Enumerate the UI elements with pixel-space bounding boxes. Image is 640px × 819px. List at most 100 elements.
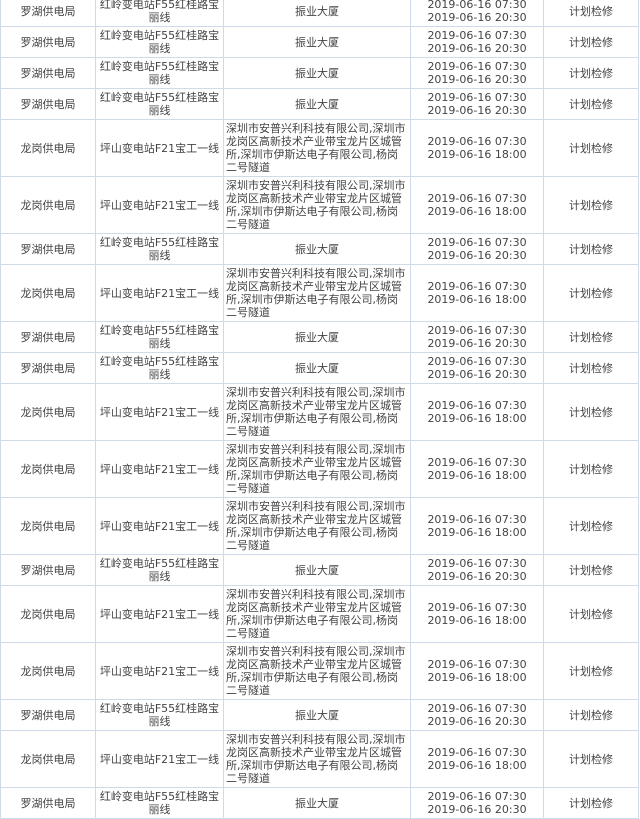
table-row: 罗湖供电局 红岭变电站F55红桂路宝丽线 振业大厦 2019-06-16 07:30 2… xyxy=(0,352,639,384)
bureau-cell: 罗湖供电局 xyxy=(0,26,96,58)
area-cell: 深圳市安普兴利科技有限公司,深圳市龙岗区高新技术产业带宝龙片区城管所,深圳市伊斯… xyxy=(223,642,411,700)
start-time: 2019-06-16 07:30 xyxy=(427,324,527,337)
table-row: 龙岗供电局 坪山变电站F21宝工一线 深圳市安普兴利科技有限公司,深圳市龙岗区高新技… xyxy=(0,497,639,555)
table-row: 龙岗供电局 坪山变电站F21宝工一线 深圳市安普兴利科技有限公司,深圳市龙岗区高新技… xyxy=(0,264,639,322)
time-cell: 2019-06-16 07:30 2019-06-16 20:30 xyxy=(410,787,544,819)
type-cell: 计划检修 xyxy=(543,787,639,819)
type-cell: 计划检修 xyxy=(543,585,639,643)
table-row: 罗湖供电局 红岭变电站F55红桂路宝丽线 振业大厦 2019-06-16 07:30 2… xyxy=(0,233,639,265)
type-cell: 计划检修 xyxy=(543,176,639,234)
end-time: 2019-06-16 20:30 xyxy=(427,337,527,350)
time-cell: 2019-06-16 07:30 2019-06-16 18:00 xyxy=(410,585,544,643)
bureau-cell: 罗湖供电局 xyxy=(0,0,96,27)
bureau-cell: 罗湖供电局 xyxy=(0,233,96,265)
type-cell: 计划检修 xyxy=(543,88,639,120)
start-time: 2019-06-16 07:30 xyxy=(427,790,527,803)
table-row: 罗湖供电局 红岭变电站F55红桂路宝丽线 振业大厦 2019-06-16 07:30 2… xyxy=(0,787,639,819)
area-cell: 深圳市安普兴利科技有限公司,深圳市龙岗区高新技术产业带宝龙片区城管所,深圳市伊斯… xyxy=(223,497,411,555)
line-cell: 红岭变电站F55红桂路宝丽线 xyxy=(95,554,224,586)
bureau-cell: 罗湖供电局 xyxy=(0,88,96,120)
type-cell: 计划检修 xyxy=(543,352,639,384)
bureau-cell: 龙岗供电局 xyxy=(0,440,96,498)
type-cell: 计划检修 xyxy=(543,57,639,89)
time-cell: 2019-06-16 07:30 2019-06-16 20:30 xyxy=(410,321,544,353)
line-cell: 坪山变电站F21宝工一线 xyxy=(95,440,224,498)
type-cell: 计划检修 xyxy=(543,26,639,58)
end-time: 2019-06-16 20:30 xyxy=(427,715,527,728)
end-time: 2019-06-16 18:00 xyxy=(427,526,527,539)
end-time: 2019-06-16 18:00 xyxy=(427,148,527,161)
bureau-cell: 罗湖供电局 xyxy=(0,554,96,586)
area-cell: 深圳市安普兴利科技有限公司,深圳市龙岗区高新技术产业带宝龙片区城管所,深圳市伊斯… xyxy=(223,264,411,322)
area-cell: 深圳市安普兴利科技有限公司,深圳市龙岗区高新技术产业带宝龙片区城管所,深圳市伊斯… xyxy=(223,119,411,177)
time-cell: 2019-06-16 07:30 2019-06-16 18:00 xyxy=(410,383,544,441)
table-row: 罗湖供电局 红岭变电站F55红桂路宝丽线 振业大厦 2019-06-16 07:30 2… xyxy=(0,699,639,731)
time-cell: 2019-06-16 07:30 2019-06-16 20:30 xyxy=(410,233,544,265)
end-time: 2019-06-16 20:30 xyxy=(427,104,527,117)
end-time: 2019-06-16 20:30 xyxy=(427,570,527,583)
start-time: 2019-06-16 07:30 xyxy=(427,0,527,11)
time-cell: 2019-06-16 07:30 2019-06-16 18:00 xyxy=(410,176,544,234)
end-time: 2019-06-16 18:00 xyxy=(427,293,527,306)
type-cell: 计划检修 xyxy=(543,642,639,700)
table-row: 龙岗供电局 坪山变电站F21宝工一线 深圳市安普兴利科技有限公司,深圳市龙岗区高新技… xyxy=(0,119,639,177)
line-cell: 红岭变电站F55红桂路宝丽线 xyxy=(95,787,224,819)
time-cell: 2019-06-16 07:30 2019-06-16 18:00 xyxy=(410,119,544,177)
bureau-cell: 龙岗供电局 xyxy=(0,642,96,700)
area-cell: 振业大厦 xyxy=(223,699,411,731)
area-cell: 振业大厦 xyxy=(223,352,411,384)
bureau-cell: 龙岗供电局 xyxy=(0,585,96,643)
start-time: 2019-06-16 07:30 xyxy=(427,60,527,73)
start-time: 2019-06-16 07:30 xyxy=(427,355,527,368)
start-time: 2019-06-16 07:30 xyxy=(427,557,527,570)
area-cell: 深圳市安普兴利科技有限公司,深圳市龙岗区高新技术产业带宝龙片区城管所,深圳市伊斯… xyxy=(223,383,411,441)
area-cell: 深圳市安普兴利科技有限公司,深圳市龙岗区高新技术产业带宝龙片区城管所,深圳市伊斯… xyxy=(223,176,411,234)
end-time: 2019-06-16 20:30 xyxy=(427,11,527,24)
line-cell: 红岭变电站F55红桂路宝丽线 xyxy=(95,57,224,89)
end-time: 2019-06-16 18:00 xyxy=(427,614,527,627)
type-cell: 计划检修 xyxy=(543,119,639,177)
end-time: 2019-06-16 20:30 xyxy=(427,249,527,262)
start-time: 2019-06-16 07:30 xyxy=(427,702,527,715)
line-cell: 红岭变电站F55红桂路宝丽线 xyxy=(95,233,224,265)
bureau-cell: 龙岗供电局 xyxy=(0,176,96,234)
table-row: 龙岗供电局 坪山变电站F21宝工一线 深圳市安普兴利科技有限公司,深圳市龙岗区高新技… xyxy=(0,176,639,234)
table-row: 罗湖供电局 红岭变电站F55红桂路宝丽线 振业大厦 2019-06-16 07:30 2… xyxy=(0,321,639,353)
table-row: 龙岗供电局 坪山变电站F21宝工一线 深圳市安普兴利科技有限公司,深圳市龙岗区高新技… xyxy=(0,730,639,788)
line-cell: 坪山变电站F21宝工一线 xyxy=(95,383,224,441)
start-time: 2019-06-16 07:30 xyxy=(427,236,527,249)
line-cell: 红岭变电站F55红桂路宝丽线 xyxy=(95,352,224,384)
bureau-cell: 罗湖供电局 xyxy=(0,57,96,89)
type-cell: 计划检修 xyxy=(543,699,639,731)
time-cell: 2019-06-16 07:30 2019-06-16 18:00 xyxy=(410,264,544,322)
area-cell: 振业大厦 xyxy=(223,88,411,120)
time-cell: 2019-06-16 07:30 2019-06-16 18:00 xyxy=(410,642,544,700)
bureau-cell: 龙岗供电局 xyxy=(0,119,96,177)
area-cell: 深圳市安普兴利科技有限公司,深圳市龙岗区高新技术产业带宝龙片区城管所,深圳市伊斯… xyxy=(223,585,411,643)
line-cell: 坪山变电站F21宝工一线 xyxy=(95,585,224,643)
start-time: 2019-06-16 07:30 xyxy=(427,513,527,526)
bureau-cell: 罗湖供电局 xyxy=(0,699,96,731)
bureau-cell: 龙岗供电局 xyxy=(0,497,96,555)
type-cell: 计划检修 xyxy=(543,383,639,441)
type-cell: 计划检修 xyxy=(543,321,639,353)
line-cell: 红岭变电站F55红桂路宝丽线 xyxy=(95,321,224,353)
line-cell: 坪山变电站F21宝工一线 xyxy=(95,642,224,700)
table-row: 龙岗供电局 坪山变电站F21宝工一线 深圳市安普兴利科技有限公司,深圳市龙岗区高新技… xyxy=(0,585,639,643)
end-time: 2019-06-16 20:30 xyxy=(427,368,527,381)
time-cell: 2019-06-16 07:30 2019-06-16 20:30 xyxy=(410,554,544,586)
start-time: 2019-06-16 07:30 xyxy=(427,29,527,42)
area-cell: 振业大厦 xyxy=(223,57,411,89)
start-time: 2019-06-16 07:30 xyxy=(427,456,527,469)
end-time: 2019-06-16 18:00 xyxy=(427,205,527,218)
end-time: 2019-06-16 20:30 xyxy=(427,803,527,816)
time-cell: 2019-06-16 07:30 2019-06-16 20:30 xyxy=(410,352,544,384)
start-time: 2019-06-16 07:30 xyxy=(427,746,527,759)
type-cell: 计划检修 xyxy=(543,730,639,788)
start-time: 2019-06-16 07:30 xyxy=(427,91,527,104)
time-cell: 2019-06-16 07:30 2019-06-16 20:30 xyxy=(410,57,544,89)
start-time: 2019-06-16 07:30 xyxy=(427,135,527,148)
